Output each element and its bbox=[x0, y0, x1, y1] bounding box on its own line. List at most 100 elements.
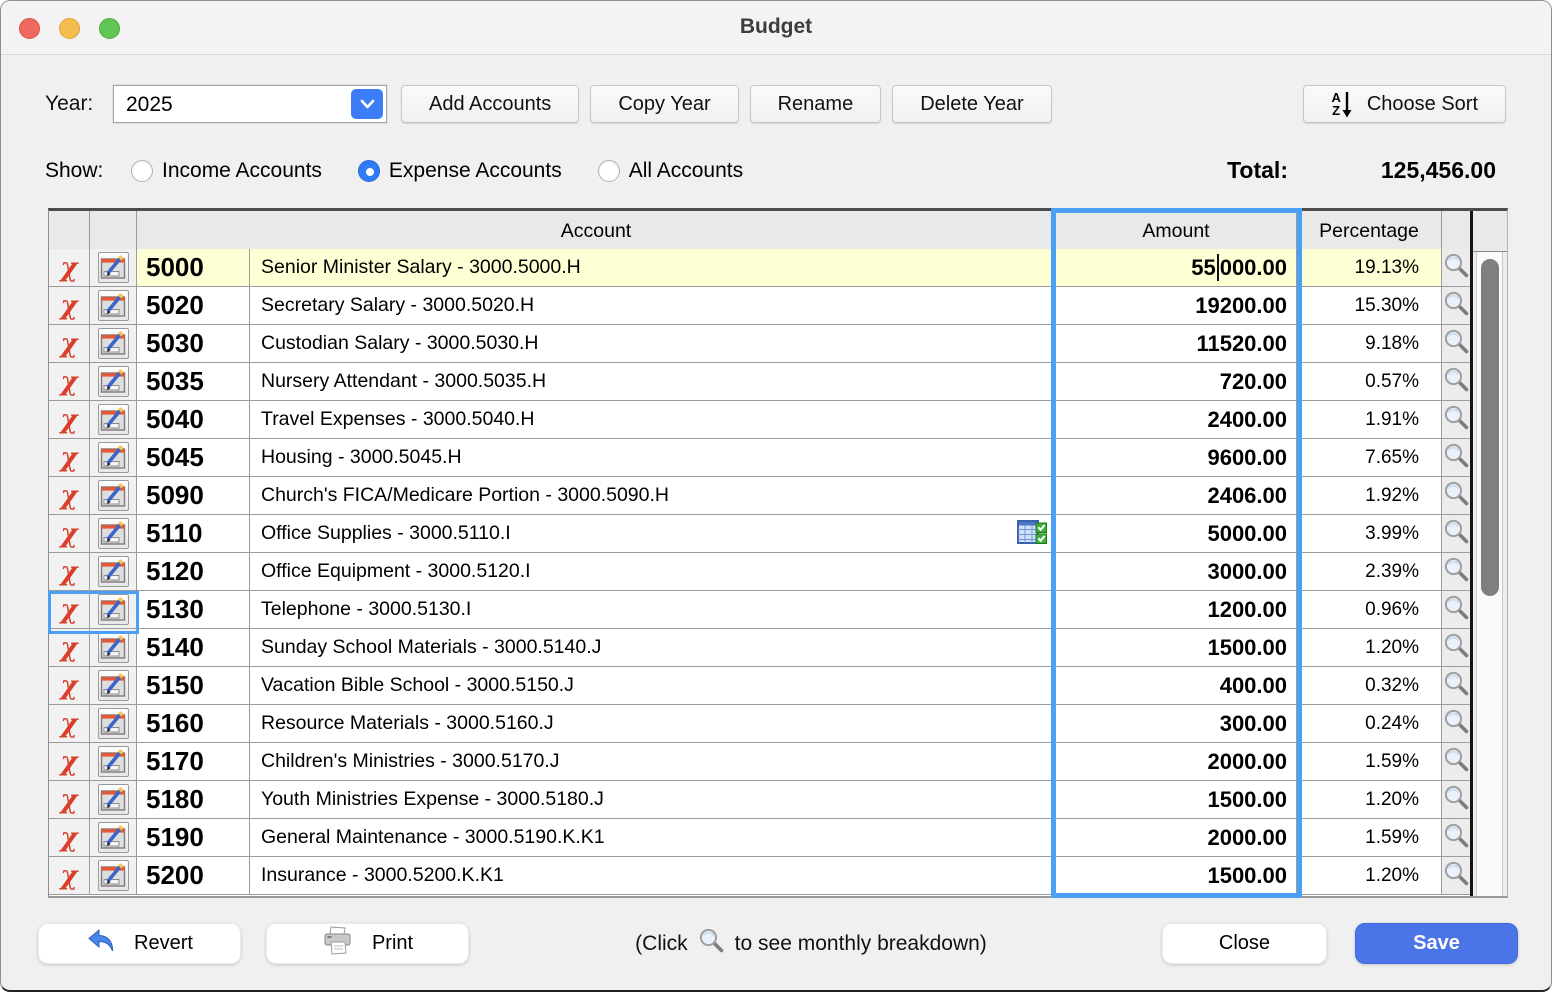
monthly-breakdown-button[interactable] bbox=[1442, 401, 1472, 439]
delete-account-button[interactable]: χ bbox=[49, 857, 90, 895]
radio-button-icon[interactable] bbox=[357, 160, 380, 182]
delete-account-button[interactable]: χ bbox=[49, 325, 90, 363]
account-description-cell[interactable]: General Maintenance - 3000.5190.K.K1 bbox=[250, 819, 1056, 857]
edit-account-button[interactable] bbox=[90, 667, 137, 705]
delete-account-button[interactable]: χ bbox=[49, 667, 90, 705]
account-description-cell[interactable]: Travel Expenses - 3000.5040.H bbox=[250, 401, 1056, 439]
account-description-cell[interactable]: Resource Materials - 3000.5160.J bbox=[250, 705, 1056, 743]
account-number-cell[interactable]: 5020 bbox=[137, 287, 250, 325]
account-number-cell[interactable]: 5200 bbox=[137, 857, 250, 895]
delete-account-button[interactable]: χ bbox=[49, 249, 90, 287]
amount-cell[interactable]: 55 000.00 bbox=[1056, 249, 1297, 287]
delete-account-button[interactable]: χ bbox=[49, 287, 90, 325]
edit-account-button[interactable] bbox=[90, 781, 137, 819]
amount-cell[interactable]: 1200.00 bbox=[1056, 591, 1297, 629]
monthly-breakdown-button[interactable] bbox=[1442, 629, 1472, 667]
print-button[interactable]: Print bbox=[266, 923, 469, 964]
monthly-breakdown-button[interactable] bbox=[1442, 591, 1472, 629]
account-number-cell[interactable]: 5045 bbox=[137, 439, 250, 477]
amount-cell[interactable]: 9600.00 bbox=[1056, 439, 1297, 477]
radio-button-icon[interactable] bbox=[131, 160, 153, 182]
account-description-cell[interactable]: Nursery Attendant - 3000.5035.H bbox=[250, 363, 1056, 401]
scrollbar-track[interactable] bbox=[1476, 252, 1503, 896]
edit-account-button[interactable] bbox=[90, 515, 137, 553]
account-description-cell[interactable]: Telephone - 3000.5130.I bbox=[250, 591, 1056, 629]
scrollbar[interactable] bbox=[1470, 211, 1507, 896]
account-number-cell[interactable]: 5180 bbox=[137, 781, 250, 819]
account-description-cell[interactable]: Church's FICA/Medicare Portion - 3000.50… bbox=[250, 477, 1056, 515]
account-description-cell[interactable]: Secretary Salary - 3000.5020.H bbox=[250, 287, 1056, 325]
delete-account-button[interactable]: χ bbox=[49, 439, 90, 477]
amount-cell[interactable]: 300.00 bbox=[1056, 705, 1297, 743]
monthly-breakdown-button[interactable] bbox=[1442, 325, 1472, 363]
delete-year-button[interactable]: Delete Year bbox=[892, 85, 1052, 123]
account-number-cell[interactable]: 5110 bbox=[137, 515, 250, 553]
rename-button[interactable]: Rename bbox=[749, 85, 882, 123]
account-description-cell[interactable]: Youth Ministries Expense - 3000.5180.J bbox=[250, 781, 1056, 819]
scrollbar-thumb[interactable] bbox=[1481, 259, 1499, 596]
radio-expense-accounts[interactable]: Expense Accounts bbox=[357, 159, 562, 183]
delete-account-button[interactable]: χ bbox=[49, 553, 90, 591]
amount-cell[interactable]: 400.00 bbox=[1056, 667, 1297, 705]
delete-account-button[interactable]: χ bbox=[49, 781, 90, 819]
amount-cell[interactable]: 720.00 bbox=[1056, 363, 1297, 401]
amount-cell[interactable]: 2000.00 bbox=[1056, 819, 1297, 857]
edit-account-button[interactable] bbox=[90, 401, 137, 439]
account-description-cell[interactable]: Sunday School Materials - 3000.5140.J bbox=[250, 629, 1056, 667]
edit-account-button[interactable] bbox=[90, 705, 137, 743]
edit-account-button[interactable] bbox=[90, 553, 137, 591]
edit-account-button[interactable] bbox=[90, 477, 137, 515]
close-button[interactable]: Close bbox=[1162, 923, 1327, 964]
copy-year-button[interactable]: Copy Year bbox=[590, 85, 739, 123]
spreadsheet-link-icon[interactable] bbox=[1017, 520, 1048, 552]
edit-account-button[interactable] bbox=[90, 325, 137, 363]
amount-cell[interactable]: 2400.00 bbox=[1056, 401, 1297, 439]
account-number-cell[interactable]: 5120 bbox=[137, 553, 250, 591]
account-description-cell[interactable]: Housing - 3000.5045.H bbox=[250, 439, 1056, 477]
monthly-breakdown-button[interactable] bbox=[1442, 819, 1472, 857]
monthly-breakdown-button[interactable] bbox=[1442, 705, 1472, 743]
delete-account-button[interactable]: χ bbox=[49, 363, 90, 401]
account-description-cell[interactable]: Insurance - 3000.5200.K.K1 bbox=[250, 857, 1056, 895]
amount-cell[interactable]: 1500.00 bbox=[1056, 857, 1297, 895]
monthly-breakdown-button[interactable] bbox=[1442, 857, 1472, 895]
delete-account-button[interactable]: χ bbox=[49, 477, 90, 515]
account-description-cell[interactable]: Office Equipment - 3000.5120.I bbox=[250, 553, 1056, 591]
edit-account-button[interactable] bbox=[90, 363, 137, 401]
edit-account-button[interactable] bbox=[90, 439, 137, 477]
delete-account-button[interactable]: χ bbox=[49, 705, 90, 743]
amount-cell[interactable]: 1500.00 bbox=[1056, 629, 1297, 667]
account-number-cell[interactable]: 5000 bbox=[137, 249, 250, 287]
account-description-cell[interactable]: Children's Ministries - 3000.5170.J bbox=[250, 743, 1056, 781]
monthly-breakdown-button[interactable] bbox=[1442, 667, 1472, 705]
delete-account-button[interactable]: χ bbox=[49, 629, 90, 667]
amount-cell[interactable]: 5000.00 bbox=[1056, 515, 1297, 553]
account-description-cell[interactable]: Senior Minister Salary - 3000.5000.H bbox=[250, 249, 1056, 287]
chevron-down-icon[interactable] bbox=[351, 89, 383, 119]
monthly-breakdown-button[interactable] bbox=[1442, 515, 1472, 553]
monthly-breakdown-button[interactable] bbox=[1442, 743, 1472, 781]
account-number-cell[interactable]: 5030 bbox=[137, 325, 250, 363]
edit-account-button[interactable] bbox=[90, 629, 137, 667]
add-accounts-button[interactable]: Add Accounts bbox=[401, 85, 580, 123]
monthly-breakdown-button[interactable] bbox=[1442, 439, 1472, 477]
account-description-cell[interactable]: Vacation Bible School - 3000.5150.J bbox=[250, 667, 1056, 705]
account-description-cell[interactable]: Office Supplies - 3000.5110.I bbox=[250, 515, 1056, 553]
account-number-cell[interactable]: 5040 bbox=[137, 401, 250, 439]
monthly-breakdown-button[interactable] bbox=[1442, 363, 1472, 401]
revert-button[interactable]: Revert bbox=[38, 923, 241, 964]
monthly-breakdown-button[interactable] bbox=[1442, 781, 1472, 819]
monthly-breakdown-button[interactable] bbox=[1442, 287, 1472, 325]
amount-cell[interactable]: 2406.00 bbox=[1056, 477, 1297, 515]
amount-cell[interactable]: 19200.00 bbox=[1056, 287, 1297, 325]
account-description-cell[interactable]: Custodian Salary - 3000.5030.H bbox=[250, 325, 1056, 363]
delete-account-button[interactable]: χ bbox=[49, 515, 90, 553]
save-button[interactable]: Save bbox=[1355, 923, 1518, 964]
close-window-button[interactable] bbox=[19, 18, 40, 39]
delete-account-button[interactable]: χ bbox=[49, 743, 90, 781]
amount-cell[interactable]: 2000.00 bbox=[1056, 743, 1297, 781]
account-number-cell[interactable]: 5140 bbox=[137, 629, 250, 667]
edit-account-button[interactable] bbox=[90, 857, 137, 895]
delete-account-button[interactable]: χ bbox=[49, 819, 90, 857]
edit-account-button[interactable] bbox=[90, 249, 137, 287]
